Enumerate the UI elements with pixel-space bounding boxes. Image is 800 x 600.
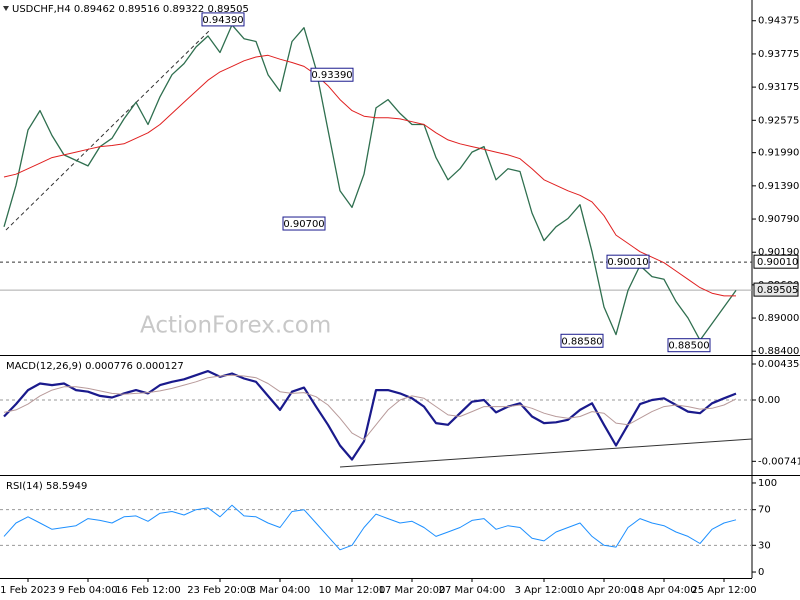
panel-icon <box>3 6 9 11</box>
y-tick-label: 0.91990 <box>758 148 799 159</box>
x-tick-label: 10 Apr 20:00 <box>571 585 636 596</box>
level-label: 0.90010 <box>757 257 798 268</box>
y-tick-label: 0.93775 <box>758 49 799 60</box>
panel-title: MACD(12,26,9) 0.000776 0.000127 <box>6 361 184 372</box>
x-tick-label: 23 Feb 20:00 <box>187 585 253 596</box>
y-tick-label: 0.90790 <box>758 214 799 225</box>
y-tick-label: 0 <box>758 567 764 578</box>
annotation-label: 0.90700 <box>283 219 324 230</box>
y-tick-label: 0.88400 <box>758 346 799 357</box>
series-line <box>3 504 737 551</box>
series-line <box>3 370 737 461</box>
annotation-box <box>667 338 711 353</box>
annotation-label: 0.94390 <box>202 15 243 26</box>
annotation-label: 0.90010 <box>607 257 648 268</box>
x-tick-label: 17 Mar 20:00 <box>379 585 446 596</box>
x-tick-label: 1 Feb 2023 <box>0 585 56 596</box>
series-line <box>3 374 737 441</box>
y-tick-label: 0.93175 <box>758 82 799 93</box>
annotation-box <box>282 216 326 231</box>
y-tick-label: 0.91390 <box>758 181 799 192</box>
series-line <box>3 24 737 341</box>
series-line <box>3 54 736 297</box>
annotation-label: 0.93390 <box>311 70 352 81</box>
x-tick-label: 3 Mar 04:00 <box>250 585 310 596</box>
x-tick-label: 16 Feb 12:00 <box>115 585 181 596</box>
annotation-box <box>310 67 354 82</box>
last-price-box <box>753 282 799 297</box>
annotation-box <box>201 12 245 27</box>
y-tick-label: 0.00 <box>758 395 780 406</box>
y-tick-label: 0.94375 <box>758 16 799 27</box>
watermark: ActionForex.com <box>140 313 331 339</box>
y-tick-label: 0.89000 <box>758 313 799 324</box>
annotation-label: 0.88500 <box>668 341 709 352</box>
x-tick-label: 9 Feb 04:00 <box>58 585 117 596</box>
trend-line <box>339 438 753 468</box>
annotation-label: 0.88580 <box>561 336 602 347</box>
panel-title: RSI(14) 58.5949 <box>6 481 87 492</box>
y-tick-label: 70 <box>758 505 771 516</box>
last-price-label: 0.89505 <box>757 285 798 296</box>
y-tick-label: 0.004354 <box>758 359 800 370</box>
y-tick-label: -0.007417 <box>758 456 800 467</box>
y-tick-label: 30 <box>758 540 771 551</box>
annotation-box <box>560 333 604 348</box>
level-box <box>753 254 799 269</box>
y-tick-label: 0.92575 <box>758 115 799 126</box>
panel-title: USDCHF,H4 0.89462 0.89516 0.89322 0.8950… <box>12 4 249 15</box>
x-tick-label: 25 Apr 12:00 <box>691 585 756 596</box>
annotation-box <box>606 254 650 269</box>
x-tick-label: 18 Apr 04:00 <box>631 585 696 596</box>
x-tick-label: 10 Mar 12:00 <box>319 585 386 596</box>
y-tick-label: 100 <box>758 478 777 489</box>
x-tick-label: 27 Mar 04:00 <box>439 585 506 596</box>
x-tick-label: 3 Apr 12:00 <box>515 585 574 596</box>
trend-line <box>5 29 211 231</box>
y-tick-label: 0.90190 <box>758 247 799 258</box>
